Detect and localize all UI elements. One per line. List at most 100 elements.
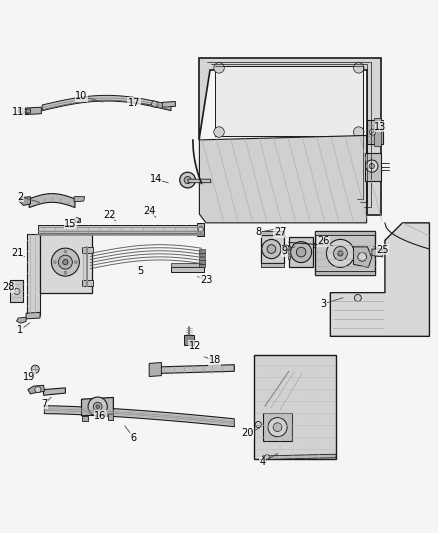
Text: 4: 4: [260, 457, 266, 467]
Polygon shape: [187, 179, 211, 183]
Ellipse shape: [35, 386, 41, 393]
Ellipse shape: [32, 365, 39, 373]
Polygon shape: [81, 416, 88, 422]
Polygon shape: [197, 223, 204, 236]
Polygon shape: [288, 246, 290, 259]
Polygon shape: [162, 101, 175, 107]
Polygon shape: [263, 413, 293, 441]
Ellipse shape: [198, 227, 203, 232]
Ellipse shape: [288, 254, 290, 257]
Text: 18: 18: [208, 356, 221, 365]
Text: 23: 23: [200, 276, 212, 286]
Polygon shape: [367, 120, 383, 144]
Ellipse shape: [354, 294, 361, 302]
Text: 8: 8: [255, 228, 261, 237]
Polygon shape: [315, 271, 375, 275]
Polygon shape: [184, 335, 194, 345]
Ellipse shape: [273, 423, 282, 432]
Text: 24: 24: [143, 206, 155, 216]
Text: 10: 10: [75, 91, 88, 101]
Polygon shape: [199, 261, 205, 264]
Text: 9: 9: [282, 246, 288, 256]
Polygon shape: [19, 197, 31, 205]
Ellipse shape: [14, 288, 20, 294]
Polygon shape: [149, 362, 162, 376]
Polygon shape: [263, 454, 336, 459]
Polygon shape: [289, 237, 313, 268]
Ellipse shape: [296, 247, 306, 257]
Text: 19: 19: [23, 372, 35, 382]
Polygon shape: [74, 217, 80, 222]
Ellipse shape: [75, 217, 79, 222]
Polygon shape: [171, 268, 204, 272]
Polygon shape: [29, 193, 75, 207]
Ellipse shape: [20, 109, 25, 114]
Ellipse shape: [152, 101, 158, 107]
Polygon shape: [158, 365, 234, 374]
Polygon shape: [199, 58, 381, 215]
Ellipse shape: [358, 253, 367, 261]
Ellipse shape: [285, 250, 287, 253]
Ellipse shape: [268, 417, 287, 437]
Ellipse shape: [255, 422, 261, 427]
Polygon shape: [315, 231, 375, 235]
Polygon shape: [199, 257, 205, 261]
Polygon shape: [199, 135, 367, 223]
Text: 17: 17: [128, 98, 140, 108]
Polygon shape: [40, 234, 92, 293]
Text: 11: 11: [12, 107, 25, 117]
Polygon shape: [372, 249, 383, 257]
Text: 2: 2: [17, 192, 24, 201]
Polygon shape: [353, 247, 372, 268]
Text: 21: 21: [11, 248, 24, 259]
Text: 26: 26: [318, 236, 330, 246]
Text: 15: 15: [64, 219, 77, 229]
Polygon shape: [11, 280, 24, 302]
Ellipse shape: [96, 405, 99, 408]
Polygon shape: [26, 312, 40, 319]
Polygon shape: [261, 263, 284, 268]
Polygon shape: [27, 234, 40, 314]
Polygon shape: [81, 398, 113, 416]
Polygon shape: [199, 264, 205, 268]
Polygon shape: [199, 253, 205, 256]
Ellipse shape: [180, 172, 195, 188]
Polygon shape: [38, 225, 201, 233]
Ellipse shape: [333, 246, 347, 261]
Polygon shape: [18, 109, 26, 112]
Polygon shape: [25, 107, 41, 115]
Ellipse shape: [369, 164, 374, 169]
Ellipse shape: [63, 260, 68, 265]
Ellipse shape: [288, 251, 290, 253]
Text: 16: 16: [94, 411, 106, 421]
Ellipse shape: [353, 127, 364, 138]
Ellipse shape: [157, 103, 159, 106]
Ellipse shape: [88, 397, 107, 416]
Polygon shape: [108, 414, 113, 420]
Polygon shape: [374, 118, 381, 147]
Polygon shape: [81, 247, 93, 253]
Ellipse shape: [291, 241, 311, 263]
Ellipse shape: [74, 261, 77, 263]
Ellipse shape: [366, 160, 378, 172]
Text: 1: 1: [18, 325, 24, 335]
Polygon shape: [25, 109, 31, 114]
Polygon shape: [74, 197, 85, 202]
Polygon shape: [261, 235, 284, 263]
Polygon shape: [297, 243, 319, 248]
Ellipse shape: [51, 248, 79, 276]
Ellipse shape: [288, 247, 290, 250]
Ellipse shape: [370, 129, 376, 135]
Polygon shape: [44, 406, 234, 427]
Ellipse shape: [64, 251, 67, 253]
Polygon shape: [43, 388, 65, 395]
Text: 3: 3: [321, 298, 327, 309]
Ellipse shape: [184, 176, 191, 183]
Polygon shape: [42, 95, 171, 111]
Polygon shape: [365, 153, 381, 181]
Text: 6: 6: [131, 433, 137, 442]
Polygon shape: [315, 231, 375, 275]
Ellipse shape: [326, 239, 354, 268]
Polygon shape: [81, 280, 93, 286]
Polygon shape: [28, 385, 44, 394]
